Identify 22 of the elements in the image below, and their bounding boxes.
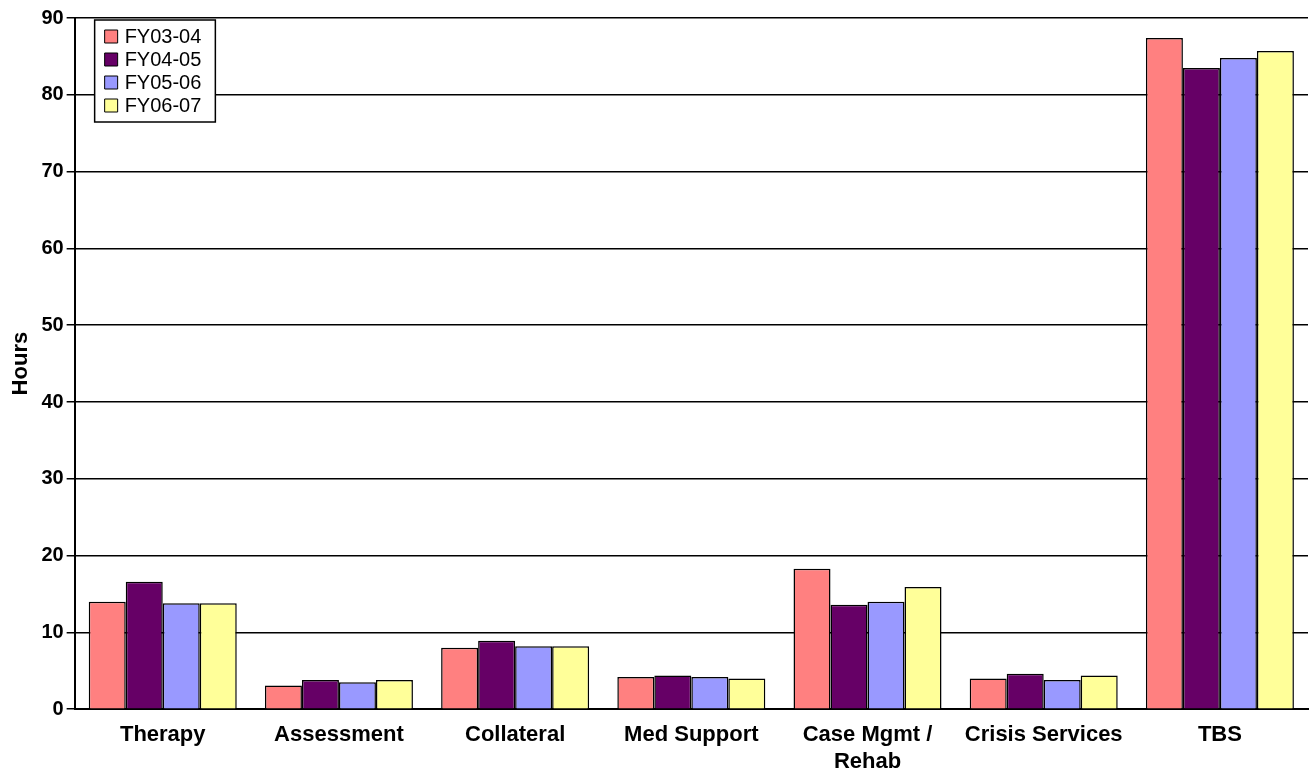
x-tick-label: TBS <box>1197 721 1242 747</box>
x-tick-label: Collateral <box>465 721 566 747</box>
y-tick-label: 70 <box>41 159 64 182</box>
y-tick-label: 10 <box>41 619 64 642</box>
x-tick-label: Assessment <box>274 721 405 747</box>
x-tick-label: Crisis Services <box>964 721 1123 747</box>
legend-label: FY03-04 <box>124 25 202 48</box>
y-tick-label: 20 <box>41 543 64 566</box>
legend-label: FY04-05 <box>124 48 202 71</box>
x-tick-label: Case Mgmt / Rehab <box>802 721 933 773</box>
y-tick-label: 50 <box>41 312 64 335</box>
y-tick-label: 60 <box>41 235 64 258</box>
y-tick-label: 80 <box>41 82 64 105</box>
y-tick-label: 90 <box>41 5 64 28</box>
y-axis-title: Hours <box>7 331 33 396</box>
legend-label: FY05-06 <box>124 71 202 94</box>
y-tick-label: 30 <box>41 466 64 489</box>
x-tick-label: Med Support <box>624 721 760 747</box>
y-tick-label: 40 <box>41 389 64 412</box>
x-tick-label: Therapy <box>119 721 207 747</box>
y-tick-label: 0 <box>52 696 64 719</box>
legend-label: FY06-07 <box>124 94 202 117</box>
